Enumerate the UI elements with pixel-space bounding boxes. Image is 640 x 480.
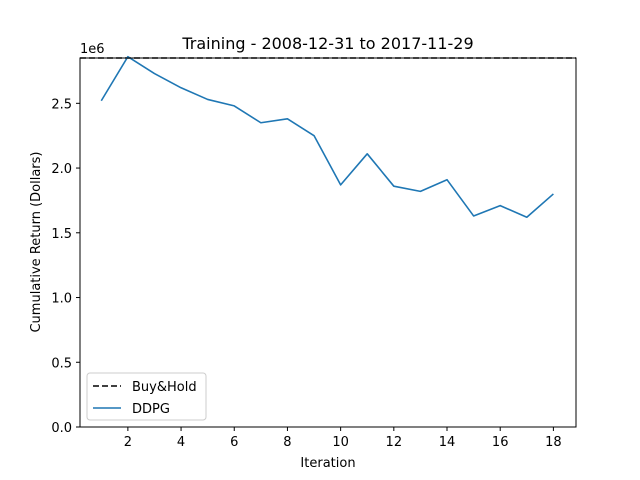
x-tick-label-16: 16 bbox=[492, 435, 509, 450]
y-tick-label-0: 0.0 bbox=[51, 421, 72, 436]
y-axis: 0.0 0.5 1.0 1.5 2.0 2.5 bbox=[51, 97, 80, 436]
series-line-ddpg bbox=[100, 55, 554, 219]
x-tick-label-10: 10 bbox=[332, 435, 349, 450]
x-tick-label-8: 8 bbox=[283, 435, 291, 450]
legend: Buy&Hold DDPG bbox=[86, 372, 207, 421]
x-tick-label-2: 2 bbox=[124, 435, 132, 450]
x-tick-label-12: 12 bbox=[386, 435, 403, 450]
y-tick-label-5: 2.5 bbox=[51, 97, 72, 112]
x-axis-title: Iteration bbox=[300, 456, 355, 471]
plot-area bbox=[80, 55, 576, 219]
y-tick-label-1: 0.5 bbox=[51, 356, 72, 371]
x-tick-label-18: 18 bbox=[545, 435, 562, 450]
legend-label-ddpg: DDPG bbox=[132, 402, 170, 417]
y-tick-label-3: 1.5 bbox=[51, 227, 72, 242]
chart-title: Training - 2008-12-31 to 2017-11-29 bbox=[181, 34, 473, 53]
y-axis-title: Cumulative Return (Dollars) bbox=[29, 151, 44, 332]
x-tick-label-14: 14 bbox=[439, 435, 456, 450]
y-offset-label: 1e6 bbox=[80, 42, 105, 57]
y-tick-label-2: 1.0 bbox=[51, 292, 72, 307]
legend-label-buy-hold: Buy&Hold bbox=[132, 380, 197, 395]
x-tick-label-4: 4 bbox=[177, 435, 185, 450]
x-axis: 2 4 6 8 10 12 14 16 18 bbox=[124, 427, 562, 450]
plot-frame bbox=[79, 57, 577, 428]
x-tick-label-6: 6 bbox=[230, 435, 238, 450]
y-tick-label-4: 2.0 bbox=[51, 162, 72, 177]
